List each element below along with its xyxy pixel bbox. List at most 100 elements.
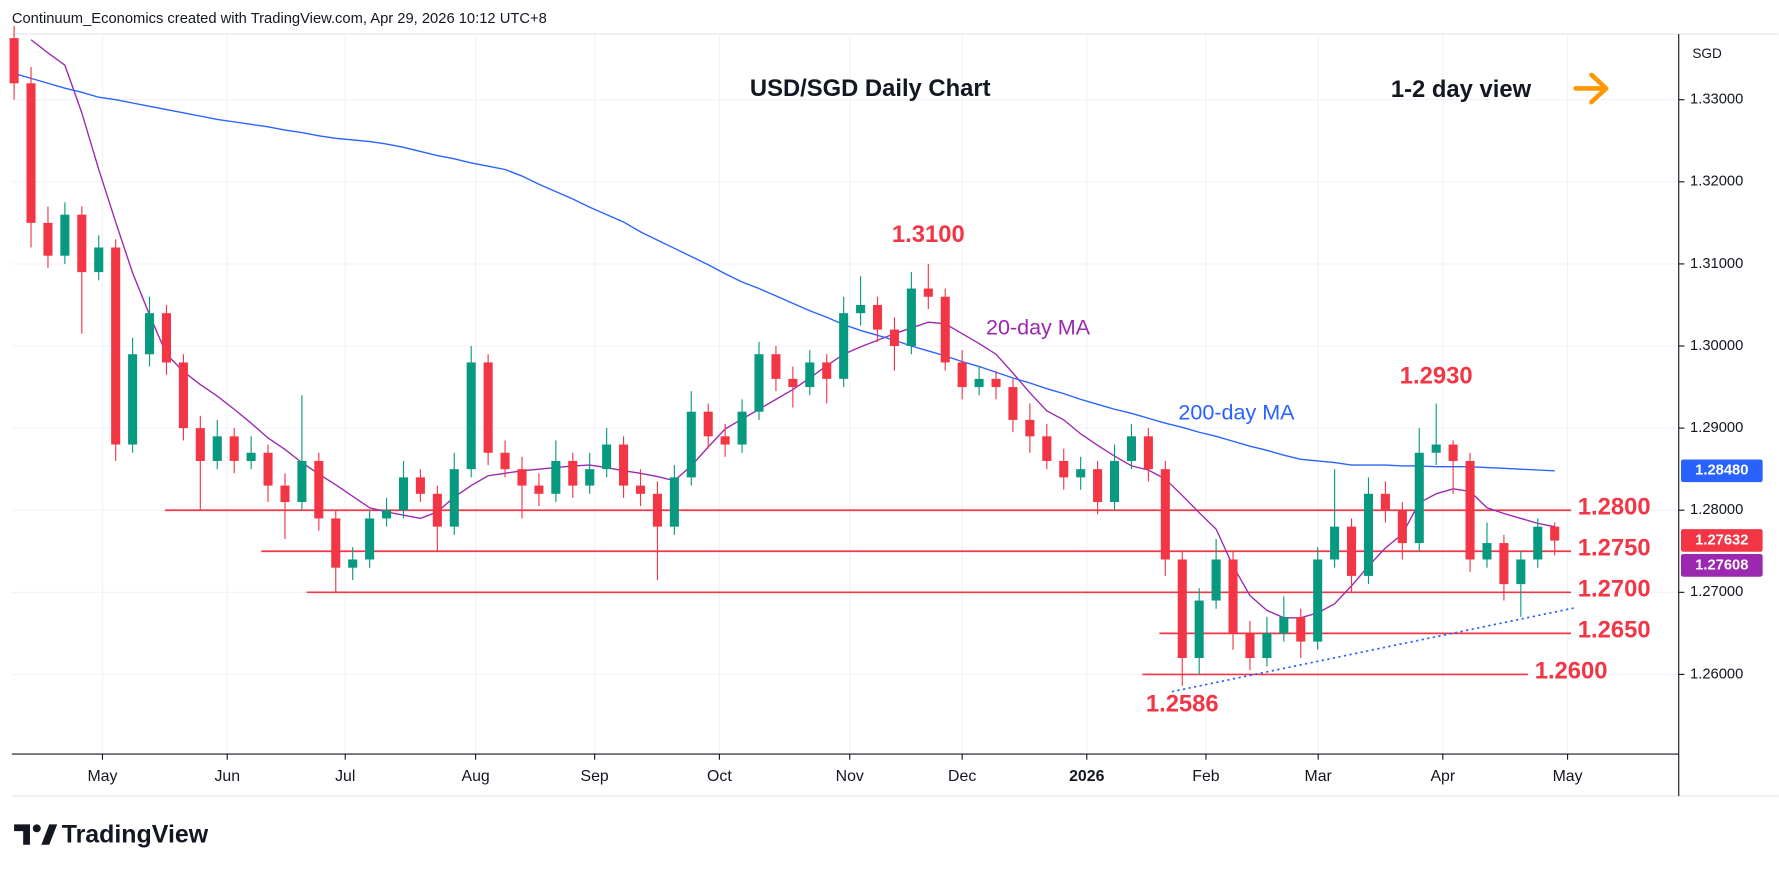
candle-body [1109,460,1120,503]
candle-body [1313,559,1323,642]
candle-body [1008,387,1018,420]
logo-text: TradingView [62,820,209,848]
candle-body [517,469,527,486]
candle-body [111,247,121,445]
candle-body [229,436,239,461]
candle-body [1279,616,1289,634]
candle-body [856,304,866,314]
x-tick-label: Jul [335,768,355,785]
x-tick-label: Feb [1192,768,1220,785]
candle-body [720,436,730,445]
y-tick-label: 1.33000 [1690,92,1743,108]
candle-body [1516,559,1526,585]
candle-body [398,477,409,511]
x-tick-label: May [87,768,117,785]
candle-body [1380,493,1390,511]
candle-body [1482,543,1492,560]
x-tick-label: Aug [461,768,489,785]
chart-title: USD/SGD Daily Chart [750,75,991,102]
price-tag-label: 1.28480 [1695,463,1748,479]
trendline [1171,607,1575,693]
candle-body [1533,526,1543,560]
price-tag [1680,529,1763,552]
candle-body [1126,436,1136,461]
y-tick-label: 1.32000 [1690,174,1743,190]
candle-body [1025,419,1035,437]
level-label: 1.2750 [1578,534,1651,561]
y-tick-label: 1.26000 [1690,666,1743,682]
candle-body [1042,436,1052,461]
x-tick-label: May [1553,768,1583,785]
candle-body [1296,616,1306,642]
candle-body [365,518,375,560]
candle-body [940,296,950,363]
candle-body [974,378,984,388]
candle-body [669,477,679,527]
candle-body [805,362,815,388]
candle-body [178,362,188,429]
candle-body [161,313,172,363]
x-tick-label: Nov [836,768,864,785]
candle-body [737,411,747,445]
candle-body [1262,633,1272,659]
price-annotation: 1.2586 [1146,690,1219,717]
logo [14,824,58,845]
candle-body [212,436,222,461]
price-tag [1680,459,1763,483]
candle-body [348,559,358,568]
candle-body [923,288,933,297]
candle-body [1499,543,1509,585]
candle-body [906,288,916,347]
candle-body [432,493,442,527]
candle-body [246,452,256,461]
candle-body [500,452,510,470]
level-label: 1.2800 [1578,493,1651,520]
x-tick-label: Mar [1305,768,1333,785]
currency-label[interactable]: SGD [1692,46,1722,61]
price-tag-label: 1.27632 [1695,532,1748,548]
candle-body [1414,452,1424,544]
candle-body [94,247,104,273]
candle-body [195,428,205,461]
candle-body [1059,460,1069,478]
candle-body [1076,469,1086,478]
candle-body [1397,510,1407,544]
level-label: 1.2600 [1535,657,1608,684]
candle-body [331,518,341,568]
x-tick-label: Apr [1430,768,1455,785]
candle-body [1177,559,1187,659]
candle-body [9,38,19,84]
candle-body [635,485,646,494]
y-tick-label: 1.29000 [1690,420,1743,436]
candle-body [466,362,476,470]
level-label: 1.2650 [1578,616,1651,643]
header: Continuum_Economics created with Trading… [12,11,547,27]
candle-body [1093,469,1103,503]
candle-body [652,493,662,527]
candle-body [1465,460,1475,560]
x-tick-label: Dec [948,768,976,785]
candle-body [26,83,36,223]
candle-body [754,354,764,412]
x-tick-label: 2026 [1069,768,1104,785]
candle-body [619,444,629,486]
candle-body [297,460,307,503]
candle-body [1550,526,1560,541]
candle-body [1431,444,1441,453]
candle-body [415,477,425,494]
candle-body [568,460,578,486]
candle-body [314,460,324,519]
price-tag-label: 1.27608 [1695,557,1748,573]
price-annotation: 1.2930 [1400,363,1473,390]
candle-body [602,444,612,470]
y-tick-label: 1.28000 [1690,502,1743,518]
y-tick-label: 1.30000 [1690,338,1743,354]
candle-body [1245,633,1255,659]
candle-body [703,411,713,437]
x-tick-label: Sep [581,768,609,785]
view-arrow [1573,72,1609,105]
candle-body [263,452,273,486]
